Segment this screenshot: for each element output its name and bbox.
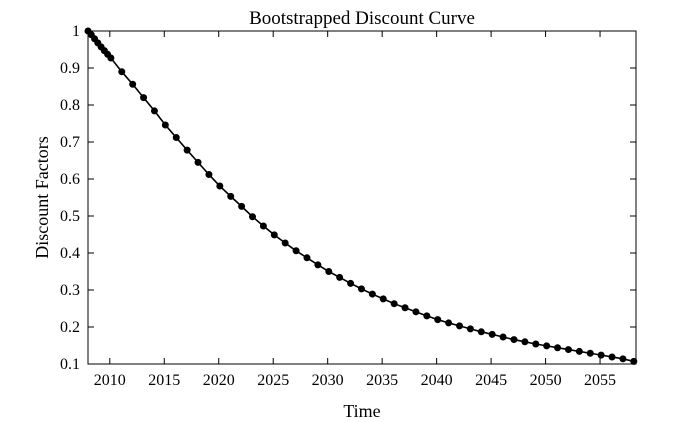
data-point-0-14: [183, 146, 191, 154]
data-point-0-18: [227, 192, 235, 200]
y-tick-label-4: 0.5: [60, 208, 80, 225]
data-point-0-15: [194, 158, 202, 166]
y-tick-label-3: 0.4: [60, 245, 80, 262]
data-point-0-44: [510, 336, 518, 344]
data-point-0-45: [521, 338, 529, 346]
data-point-0-38: [445, 319, 453, 327]
data-point-0-21: [259, 222, 267, 230]
data-point-0-42: [488, 330, 496, 338]
x-tick-label-9: 2055: [584, 372, 616, 389]
y-tick-label-0: 0.1: [60, 356, 80, 373]
data-point-0-41: [477, 328, 485, 336]
x-tick-label-6: 2040: [421, 372, 453, 389]
x-tick-label-7: 2045: [475, 372, 507, 389]
data-point-0-28: [336, 273, 344, 281]
data-point-0-53: [608, 353, 616, 361]
data-point-0-29: [347, 279, 355, 287]
data-point-0-52: [597, 351, 605, 359]
y-tick-group: 0.1 0.2 0.3 0.4 0.5 0.6 0.7 0.8 0.9 1: [60, 23, 636, 373]
x-tick-group: 2010 2015 2020 2025 2030 2035 2040 2045 2050 2055: [94, 31, 616, 389]
y-tick-label-7: 0.8: [60, 97, 80, 114]
data-point-0-20: [249, 213, 257, 221]
plot-frame: [87, 30, 637, 365]
data-point-0-50: [575, 347, 583, 355]
data-point-0-49: [564, 346, 572, 354]
y-tick-label-5: 0.6: [60, 171, 80, 188]
data-point-0-34: [401, 304, 409, 312]
data-point-0-24: [292, 247, 300, 255]
y-tick-label-8: 0.9: [60, 60, 80, 77]
data-point-0-8: [118, 68, 126, 76]
data-point-0-16: [205, 171, 213, 179]
data-point-0-43: [499, 333, 507, 341]
y-tick-label-1: 0.2: [60, 319, 80, 336]
data-point-0-10: [140, 94, 148, 102]
data-point-0-39: [456, 322, 464, 330]
y-tick-label-9: 1: [72, 23, 80, 40]
data-point-0-55: [630, 357, 638, 365]
data-point-0-40: [466, 325, 474, 333]
data-point-0-12: [161, 121, 169, 129]
data-point-0-54: [619, 355, 627, 363]
data-point-0-47: [543, 342, 551, 350]
data-point-0-48: [554, 344, 562, 352]
x-tick-label-1: 2015: [148, 372, 180, 389]
data-point-0-36: [423, 312, 431, 320]
data-point-0-7: [107, 54, 115, 62]
x-tick-label-8: 2050: [530, 372, 562, 389]
data-point-0-51: [586, 349, 594, 357]
chart-title: Bootstrapped Discount Curve: [249, 8, 475, 29]
data-point-0-9: [129, 80, 137, 88]
data-point-0-19: [238, 202, 246, 210]
x-tick-label-0: 2010: [94, 372, 126, 389]
data-point-0-30: [357, 285, 365, 293]
x-tick-label-3: 2025: [257, 372, 289, 389]
data-point-0-35: [412, 308, 420, 316]
data-point-0-31: [368, 290, 376, 298]
data-point-0-22: [270, 231, 278, 239]
x-axis-label: Time: [343, 401, 380, 421]
x-tick-label-5: 2035: [366, 372, 398, 389]
data-point-0-27: [325, 268, 333, 275]
y-axis-label: Discount Factors: [32, 136, 52, 258]
data-point-0-13: [172, 134, 180, 142]
series-layer: [84, 27, 638, 365]
data-point-0-23: [281, 239, 289, 247]
y-tick-label-6: 0.7: [60, 134, 80, 151]
data-point-0-25: [303, 254, 311, 262]
data-point-0-37: [434, 316, 442, 324]
data-point-0-11: [150, 107, 158, 115]
data-point-0-33: [390, 300, 398, 308]
x-tick-label-4: 2030: [312, 372, 344, 389]
data-point-0-46: [532, 340, 540, 348]
y-tick-label-2: 0.3: [60, 282, 80, 299]
data-point-0-17: [216, 182, 224, 190]
x-tick-label-2: 2020: [203, 372, 235, 389]
data-point-0-32: [379, 295, 387, 303]
data-point-0-26: [314, 261, 322, 269]
